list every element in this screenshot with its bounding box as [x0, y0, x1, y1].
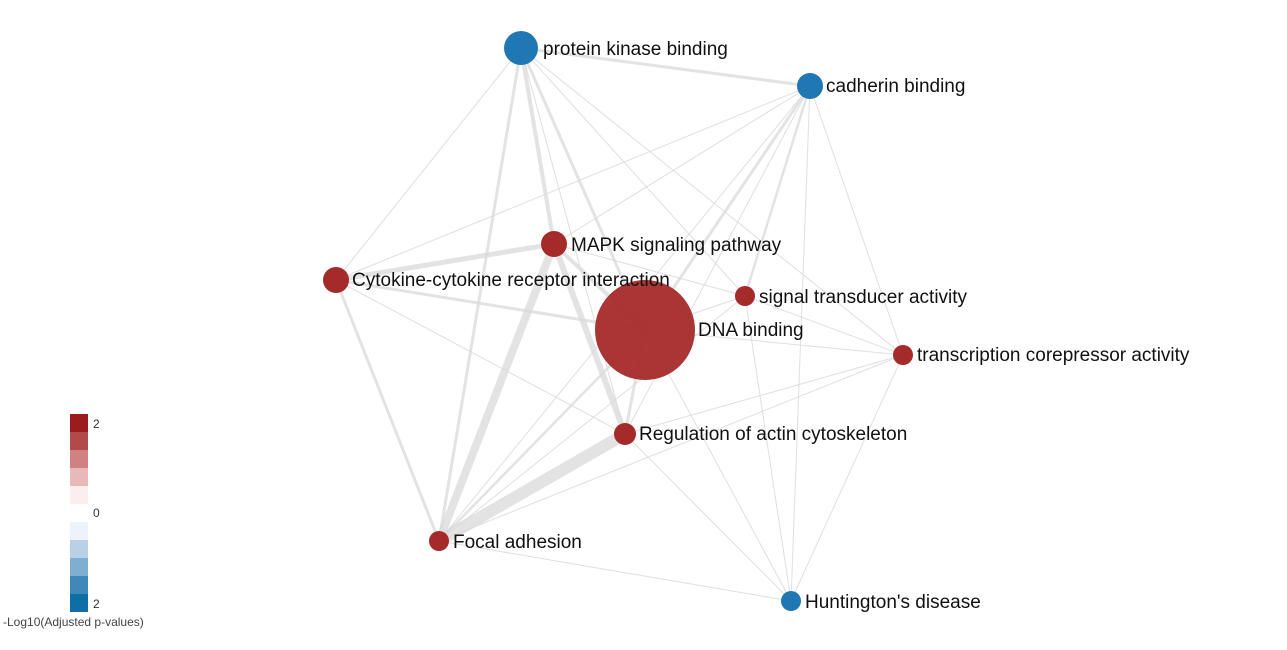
edge-cad-hd — [790, 85, 811, 602]
node-cad[interactable] — [797, 73, 823, 99]
edge-cad-tca — [809, 85, 904, 356]
edge-tca-hd — [790, 354, 904, 602]
edge-mapk-rac — [551, 241, 628, 437]
node-label-rac: Regulation of actin cytoskeleton — [639, 424, 907, 445]
node-layer — [323, 31, 913, 611]
legend-tick-top: 2 — [93, 417, 100, 431]
legend-swatch — [70, 432, 88, 450]
edge-mapk-sta — [553, 243, 746, 297]
node-mapk[interactable] — [541, 231, 567, 257]
node-label-fa: Focal adhesion — [453, 532, 582, 553]
node-label-mapk: MAPK signaling pathway — [571, 235, 782, 256]
node-sta[interactable] — [735, 286, 755, 306]
edge-cad-sta — [743, 84, 812, 298]
legend-swatch — [70, 540, 88, 558]
edge-cyto-rac — [335, 279, 626, 435]
edge-pkb-sta — [520, 47, 746, 297]
node-label-pkb: protein kinase binding — [543, 39, 728, 60]
legend-swatch — [70, 576, 88, 594]
edge-cyto-fa — [334, 278, 441, 543]
legend-tick-bottom: 2 — [93, 597, 100, 611]
legend-tick-mid: 0 — [93, 506, 100, 520]
edge-sta-tca — [744, 295, 904, 356]
node-tca[interactable] — [893, 345, 913, 365]
edge-pkb-tca — [520, 47, 904, 356]
node-label-hd: Huntington's disease — [805, 592, 981, 613]
edge-mapk-cyto — [333, 241, 557, 283]
node-dna[interactable] — [595, 280, 695, 380]
node-label-tca: transcription corepressor activity — [917, 345, 1190, 366]
edge-pkb-dna — [519, 46, 647, 332]
node-rac[interactable] — [614, 423, 636, 445]
edge-mapk-fa — [435, 240, 558, 545]
edge-cad-mapk — [553, 85, 811, 245]
label-layer: protein kinase binding cadherin binding MA… — [352, 39, 1190, 613]
edge-cad-cyto — [335, 85, 811, 281]
legend-swatch — [70, 468, 88, 486]
node-pkb[interactable] — [504, 31, 538, 65]
legend-swatch — [70, 522, 88, 540]
legend-swatch — [70, 450, 88, 468]
edge-cad-rac — [624, 85, 811, 435]
edge-rac-hd — [624, 433, 792, 602]
legend-swatch — [70, 486, 88, 504]
edge-cyto-dna — [334, 278, 647, 332]
edge-dna-hd — [644, 329, 792, 602]
edge-tca-fa — [438, 354, 904, 542]
node-label-cad: cadherin binding — [826, 76, 965, 97]
edge-pkb-cad — [519, 46, 812, 88]
edge-tca-rac — [624, 354, 904, 435]
legend-title: -Log10(Adjusted p-values) — [3, 615, 144, 629]
color-legend: 2 0 2 -Log10(Adjusted p-values) — [0, 414, 180, 644]
legend-swatch — [70, 504, 88, 522]
legend-swatch — [70, 594, 88, 612]
edge-pkb-mapk — [519, 46, 556, 246]
node-cyto[interactable] — [323, 267, 349, 293]
edge-sta-hd — [744, 295, 792, 602]
legend-swatch — [70, 414, 88, 432]
edge-pkb-cyto — [335, 47, 522, 281]
edge-pkb-fa — [437, 46, 523, 543]
node-label-dna: DNA binding — [698, 320, 804, 341]
edge-fa-hd — [438, 540, 792, 602]
node-fa[interactable] — [429, 531, 449, 551]
node-label-sta: signal transducer activity — [759, 287, 968, 308]
node-hd[interactable] — [781, 591, 801, 611]
edge-rac-fa — [433, 428, 631, 547]
node-label-cyto: Cytokine-cytokine receptor interaction — [352, 270, 670, 291]
legend-swatch — [70, 558, 88, 576]
